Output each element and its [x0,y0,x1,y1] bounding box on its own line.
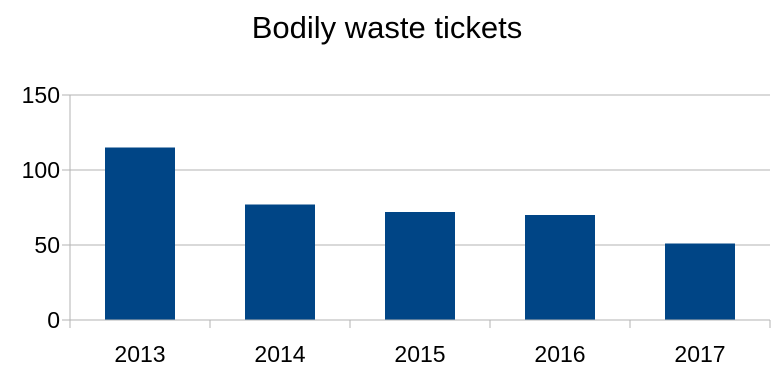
x-tick-label: 2014 [254,341,305,367]
x-tick-labels: 2013 2014 2015 2016 2017 [114,341,725,367]
chart-title: Bodily waste tickets [252,10,523,45]
bar-2013 [105,147,175,320]
y-tick-label: 50 [34,232,60,258]
x-tick-label: 2016 [534,341,585,367]
bar-2016 [525,215,595,320]
y-tick-labels: 0 50 100 150 [22,82,60,333]
y-tick-label: 150 [22,82,60,108]
x-tick-label: 2015 [394,341,445,367]
x-tick-label: 2017 [674,341,725,367]
bars [105,147,735,320]
x-tick-label: 2013 [114,341,165,367]
bar-2017 [665,243,735,320]
y-tick-label: 100 [22,157,60,183]
axes [69,95,771,328]
bar-2014 [245,204,315,320]
bar-2015 [385,212,455,320]
y-tick-label: 0 [47,307,60,333]
